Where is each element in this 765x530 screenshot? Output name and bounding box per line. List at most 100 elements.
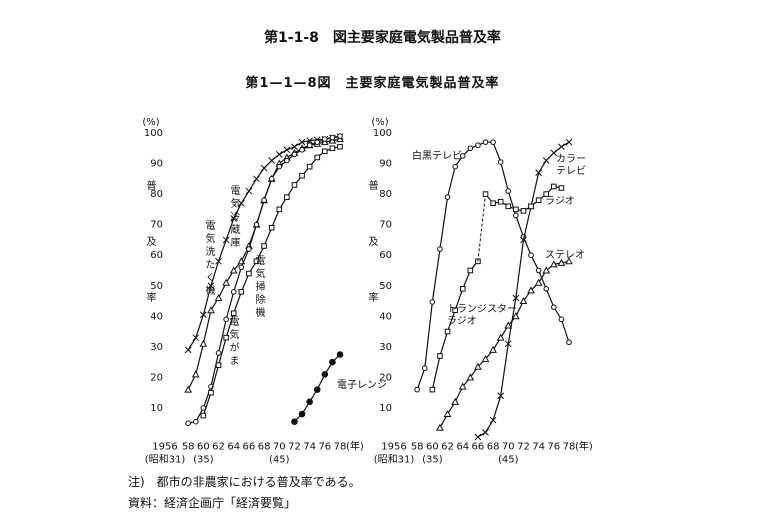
- marker: [543, 286, 550, 292]
- marker: [222, 278, 230, 286]
- y-tick-label: 10: [379, 403, 392, 414]
- marker: [283, 146, 291, 154]
- marker: [443, 410, 452, 418]
- marker: [215, 257, 222, 265]
- x-unit: (年): [346, 440, 364, 453]
- marker: [466, 373, 475, 381]
- x-era-label: (45): [269, 455, 290, 466]
- marker: [496, 333, 505, 341]
- marker: [306, 137, 313, 144]
- marker: [245, 187, 253, 195]
- marker: [207, 306, 215, 314]
- note: 注) 都市の非農家における普及率である。: [128, 475, 361, 489]
- marker: [185, 420, 191, 427]
- marker: [306, 142, 313, 149]
- x-era-label: (45): [498, 455, 519, 466]
- marker: [505, 203, 512, 210]
- marker: [291, 151, 298, 158]
- marker: [260, 164, 268, 172]
- marker: [444, 328, 451, 335]
- x-tick-label: 60: [197, 442, 210, 453]
- y-tick-label: 100: [373, 128, 392, 139]
- x-tick-label: 74: [532, 442, 545, 453]
- marker: [215, 350, 222, 356]
- marker: [542, 266, 551, 274]
- marker: [306, 163, 313, 170]
- marker: [229, 266, 238, 274]
- y-tick-label: 70: [150, 220, 163, 231]
- marker: [475, 142, 481, 149]
- marker: [467, 145, 474, 152]
- x-tick-label: 58: [411, 442, 424, 453]
- marker: [459, 153, 466, 159]
- marker: [513, 206, 519, 213]
- marker: [436, 423, 444, 431]
- marker: [313, 386, 321, 393]
- series-label: 電気洗たく機: [203, 220, 214, 298]
- x-tick-label: 70: [502, 442, 515, 453]
- x-tick-label: 76: [318, 442, 331, 453]
- marker: [200, 412, 207, 419]
- marker: [459, 286, 466, 292]
- marker: [291, 143, 298, 151]
- marker: [320, 138, 329, 146]
- marker: [329, 134, 336, 141]
- figure-title: 第1—1—8図 主要家庭電気製品普及率: [245, 76, 500, 91]
- marker: [535, 169, 542, 177]
- marker: [429, 299, 436, 305]
- marker: [253, 221, 260, 228]
- x-tick-label: 66: [472, 442, 485, 453]
- marker: [314, 154, 321, 161]
- marker: [314, 139, 321, 145]
- marker: [558, 185, 565, 191]
- marker: [528, 203, 534, 210]
- marker: [299, 172, 305, 179]
- y-tick-label: 30: [379, 342, 392, 353]
- marker: [490, 139, 496, 145]
- marker: [512, 312, 520, 320]
- x-era-label: (昭和31): [374, 454, 415, 466]
- marker: [275, 151, 283, 158]
- marker: [284, 194, 290, 200]
- y-tick-label: 90: [150, 159, 163, 170]
- marker: [322, 148, 328, 155]
- marker: [230, 310, 237, 317]
- marker: [513, 212, 519, 219]
- y-tick-label: 100: [144, 128, 163, 139]
- series-label: 電気がま: [227, 316, 238, 368]
- y-axis-label: 普及率: [144, 180, 155, 348]
- x-era-label: (昭和31): [145, 454, 186, 466]
- series-line: [439, 260, 570, 429]
- marker: [268, 176, 275, 182]
- marker: [208, 389, 214, 396]
- marker: [565, 257, 573, 265]
- marker: [336, 351, 344, 358]
- marker: [474, 433, 482, 441]
- series-label: ラジオ: [545, 196, 575, 207]
- marker: [291, 418, 298, 425]
- x-tick-label: 62: [212, 442, 225, 453]
- marker: [520, 208, 527, 214]
- y-tick-label: 50: [379, 281, 392, 292]
- y-unit: (%): [371, 117, 388, 128]
- y-tick-label: 80: [379, 189, 392, 200]
- y-tick-label: 60: [379, 250, 392, 261]
- marker: [542, 157, 550, 164]
- marker: [482, 139, 489, 145]
- marker: [253, 175, 260, 183]
- marker: [328, 136, 337, 144]
- marker: [489, 345, 497, 353]
- marker: [246, 246, 252, 252]
- y-tick-label: 70: [379, 220, 392, 231]
- y-tick-label: 90: [379, 159, 392, 170]
- marker: [497, 392, 505, 400]
- marker: [429, 386, 436, 393]
- marker: [490, 200, 496, 207]
- marker: [215, 362, 222, 368]
- marker: [543, 191, 550, 197]
- series-label: カラーテレビ: [556, 154, 586, 177]
- marker: [237, 199, 245, 207]
- series-label: 電子レンジ: [337, 380, 387, 391]
- marker: [276, 163, 283, 170]
- marker: [336, 135, 344, 143]
